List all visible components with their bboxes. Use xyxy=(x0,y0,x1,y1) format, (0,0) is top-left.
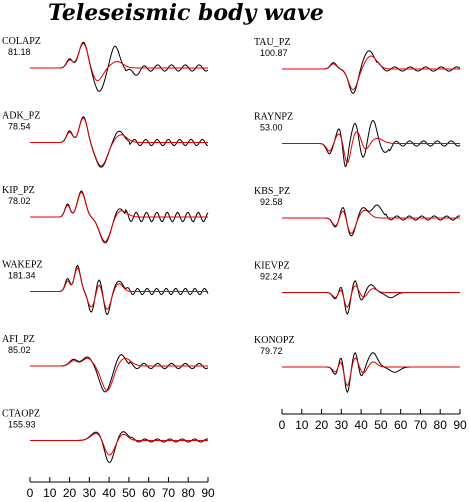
station-distance: 79.72 xyxy=(260,346,283,356)
station-distance: 155.93 xyxy=(8,420,36,430)
synthetic-waveform xyxy=(30,433,208,456)
tick-label: 30 xyxy=(335,418,349,432)
tick-label: 30 xyxy=(83,486,97,500)
station-name: WAKEPZ xyxy=(2,260,43,271)
observed-waveform xyxy=(282,352,460,394)
station-name: CTAOPZ xyxy=(2,409,40,420)
synthetic-waveform xyxy=(30,43,208,82)
tick-label: 80 xyxy=(182,486,196,500)
tick-label: 70 xyxy=(414,418,428,432)
station-name: AFI_PZ xyxy=(2,334,35,345)
tick-label: 40 xyxy=(354,418,368,432)
synthetic-waveform xyxy=(30,117,208,167)
observed-waveform xyxy=(282,204,461,237)
station-name: ADK_PZ xyxy=(2,111,40,122)
tick-label: 10 xyxy=(43,486,57,500)
tick-label: 40 xyxy=(102,486,116,500)
synthetic-waveform xyxy=(282,131,460,164)
station-name: COLAPZ xyxy=(2,36,41,47)
time-axes: 0 10 20 30 40 50 60 70 80 90 0 10 20 30 40 50 60 70 80 90 xyxy=(27,409,467,500)
tick-label: 60 xyxy=(394,418,408,432)
station-name: KONOPZ xyxy=(254,335,295,346)
synthetic-waveform xyxy=(30,357,208,392)
station-distance: 78.02 xyxy=(8,196,31,206)
observed-waveform xyxy=(30,354,209,393)
tick-label: 20 xyxy=(63,486,77,500)
observed-waveform xyxy=(30,41,209,92)
tick-label: 10 xyxy=(295,418,309,432)
observed-waveform xyxy=(282,50,461,94)
station-distance: 92.58 xyxy=(260,197,283,207)
synthetic-waveform xyxy=(282,285,460,308)
station-name: TAU_PZ xyxy=(254,37,290,48)
station-distance: 53.00 xyxy=(260,123,283,133)
observed-waveform xyxy=(30,264,209,316)
tick-label: 50 xyxy=(122,486,136,500)
observed-waveform xyxy=(282,280,460,315)
tick-label: 80 xyxy=(434,418,448,432)
station-distance: 81.18 xyxy=(8,47,31,57)
tick-label: 90 xyxy=(453,418,467,432)
time-axis: 0 10 20 30 40 50 60 70 80 90 xyxy=(279,409,467,432)
station-distance: 92.24 xyxy=(260,272,283,282)
station-distance: 100.87 xyxy=(260,48,288,58)
station-distance: 181.34 xyxy=(8,271,36,281)
station-name: KBS_PZ xyxy=(254,186,290,197)
station-distance: 85.02 xyxy=(8,345,31,355)
synthetic-waveform xyxy=(282,55,460,91)
station-name: KIP_PZ xyxy=(2,185,35,196)
station-name: KIEVPZ xyxy=(254,261,290,272)
synthetic-waveform xyxy=(30,267,208,311)
tick-label: 90 xyxy=(201,486,215,500)
trace-panels: COLAPZ81.18ADK_PZ78.54KIP_PZ78.02WAKEPZ1… xyxy=(2,36,461,464)
station-name: RAYNPZ xyxy=(254,112,293,123)
synthetic-waveform xyxy=(30,191,208,243)
observed-waveform xyxy=(30,431,209,464)
tick-label: 20 xyxy=(315,418,329,432)
chart-title: Teleseismic body wave xyxy=(48,0,324,26)
tick-label: 0 xyxy=(279,418,286,432)
tick-label: 60 xyxy=(142,486,156,500)
synthetic-waveform xyxy=(282,357,460,387)
station-distance: 78.54 xyxy=(8,122,31,132)
tick-label: 0 xyxy=(27,486,34,500)
synthetic-waveform xyxy=(282,209,460,234)
tick-label: 50 xyxy=(374,418,388,432)
time-axis: 0 10 20 30 40 50 60 70 80 90 xyxy=(27,477,215,500)
tick-label: 70 xyxy=(162,486,176,500)
